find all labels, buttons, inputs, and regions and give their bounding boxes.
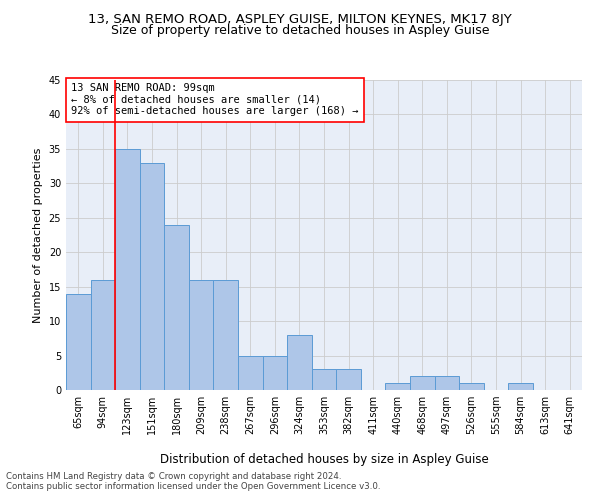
- Bar: [287, 335, 312, 390]
- Bar: [434, 376, 459, 390]
- Text: Size of property relative to detached houses in Aspley Guise: Size of property relative to detached ho…: [111, 24, 489, 37]
- Bar: [336, 370, 361, 390]
- Bar: [410, 376, 434, 390]
- Bar: [263, 356, 287, 390]
- Text: Distribution of detached houses by size in Aspley Guise: Distribution of detached houses by size …: [160, 452, 488, 466]
- Text: 13 SAN REMO ROAD: 99sqm
← 8% of detached houses are smaller (14)
92% of semi-det: 13 SAN REMO ROAD: 99sqm ← 8% of detached…: [71, 83, 359, 116]
- Bar: [312, 370, 336, 390]
- Bar: [189, 280, 214, 390]
- Bar: [385, 383, 410, 390]
- Text: Contains public sector information licensed under the Open Government Licence v3: Contains public sector information licen…: [6, 482, 380, 491]
- Text: 13, SAN REMO ROAD, ASPLEY GUISE, MILTON KEYNES, MK17 8JY: 13, SAN REMO ROAD, ASPLEY GUISE, MILTON …: [88, 12, 512, 26]
- Y-axis label: Number of detached properties: Number of detached properties: [33, 148, 43, 322]
- Bar: [66, 294, 91, 390]
- Bar: [238, 356, 263, 390]
- Bar: [508, 383, 533, 390]
- Bar: [164, 224, 189, 390]
- Bar: [91, 280, 115, 390]
- Text: Contains HM Land Registry data © Crown copyright and database right 2024.: Contains HM Land Registry data © Crown c…: [6, 472, 341, 481]
- Bar: [214, 280, 238, 390]
- Bar: [140, 162, 164, 390]
- Bar: [459, 383, 484, 390]
- Bar: [115, 149, 140, 390]
